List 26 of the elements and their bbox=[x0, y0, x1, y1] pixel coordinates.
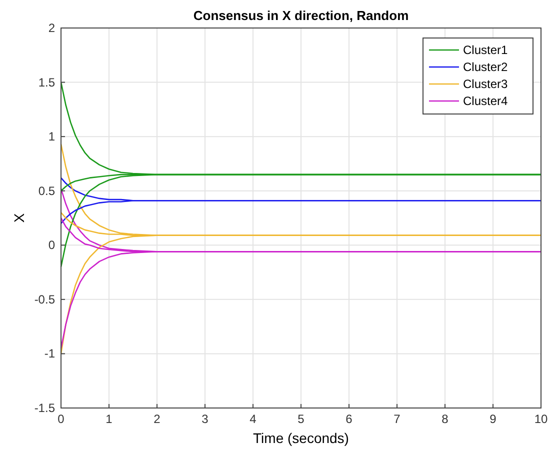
x-axis-title: Time (seconds) bbox=[253, 430, 349, 446]
x-tick-label: 3 bbox=[202, 412, 209, 426]
y-tick-label: -0.5 bbox=[34, 292, 56, 306]
x-tick-label: 9 bbox=[490, 412, 497, 426]
legend-label: Cluster2 bbox=[463, 60, 508, 74]
x-tick-label: 0 bbox=[58, 412, 65, 426]
legend-label: Cluster1 bbox=[463, 43, 508, 57]
x-tick-label: 1 bbox=[106, 412, 113, 426]
x-tick-label: 4 bbox=[250, 412, 257, 426]
y-tick-label: -1 bbox=[44, 346, 56, 361]
y-tick-label: 1 bbox=[48, 130, 56, 144]
legend-label: Cluster4 bbox=[463, 94, 508, 108]
x-tick-label: 7 bbox=[394, 412, 401, 426]
y-tick-label: 1.5 bbox=[38, 75, 56, 90]
chart-title: Consensus in X direction, Random bbox=[193, 8, 409, 23]
legend-label: Cluster3 bbox=[463, 77, 508, 91]
y-tick-label: -1.5 bbox=[34, 401, 56, 415]
y-tick-label: 2 bbox=[48, 21, 56, 35]
y-axis-title: X bbox=[11, 212, 27, 223]
x-tick-label: 5 bbox=[298, 412, 305, 426]
y-tick-label: 0.5 bbox=[38, 184, 56, 198]
x-tick-label: 8 bbox=[442, 412, 449, 426]
x-tick-label: 2 bbox=[154, 412, 161, 426]
y-tick-label: 0 bbox=[48, 238, 56, 252]
x-tick-label: 6 bbox=[346, 412, 353, 426]
x-tick-label: 10 bbox=[534, 412, 548, 426]
